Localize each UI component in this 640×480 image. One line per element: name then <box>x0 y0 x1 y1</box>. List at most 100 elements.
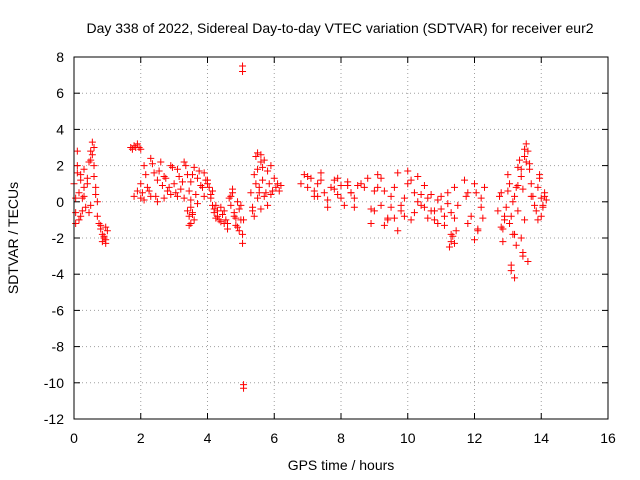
data-point <box>167 191 175 199</box>
data-point <box>188 210 196 218</box>
data-point <box>536 171 544 179</box>
data-point <box>377 201 385 209</box>
data-point <box>90 162 98 170</box>
data-point <box>185 187 193 195</box>
data-point <box>317 169 325 177</box>
data-point <box>437 192 445 200</box>
data-point <box>255 189 263 197</box>
data-point <box>193 174 201 182</box>
data-point <box>522 140 530 148</box>
data-point <box>444 189 452 197</box>
data-point <box>78 194 86 202</box>
data-point <box>204 176 211 184</box>
data-point <box>527 192 535 200</box>
data-point <box>257 158 265 166</box>
data-point <box>501 216 509 224</box>
data-point <box>210 205 218 213</box>
data-point <box>138 189 146 197</box>
y-tick-label: -8 <box>52 339 65 355</box>
data-point <box>133 140 141 148</box>
data-point <box>188 171 196 179</box>
data-point <box>88 138 96 146</box>
data-point <box>195 167 203 175</box>
data-point <box>78 207 86 215</box>
data-point <box>207 194 215 202</box>
plot-frame <box>73 56 609 420</box>
data-point <box>526 160 534 168</box>
data-point <box>153 176 161 184</box>
y-tick-label: -12 <box>44 411 64 427</box>
data-point <box>180 194 188 202</box>
data-point <box>460 176 468 184</box>
data-point <box>153 198 161 206</box>
data-point <box>516 156 524 164</box>
data-point <box>327 183 335 191</box>
data-point <box>474 227 482 235</box>
data-point <box>462 192 470 200</box>
data-point <box>467 212 475 220</box>
data-point <box>264 167 272 175</box>
data-point <box>87 156 95 164</box>
data-point <box>320 189 328 197</box>
data-point <box>504 187 512 195</box>
data-point <box>137 145 145 153</box>
grid <box>74 57 608 419</box>
data-point <box>506 220 514 228</box>
data-point <box>464 189 472 197</box>
data-point <box>83 180 91 188</box>
data-point <box>269 187 277 195</box>
data-point <box>521 145 529 153</box>
data-point <box>512 241 520 249</box>
data-point <box>214 212 222 220</box>
data-point <box>220 207 228 215</box>
data-point <box>537 212 545 220</box>
data-point <box>417 191 425 199</box>
data-point <box>367 205 375 213</box>
data-point <box>217 218 225 226</box>
data-point <box>130 192 138 200</box>
x-tick-label: 4 <box>204 430 212 446</box>
data-point <box>272 183 280 191</box>
data-point <box>370 187 378 195</box>
data-point <box>72 220 80 228</box>
data-point <box>430 216 438 224</box>
data-point <box>197 182 205 190</box>
data-point <box>98 230 106 238</box>
data-point <box>259 163 267 171</box>
data-point <box>227 192 235 200</box>
data-point <box>506 180 514 188</box>
data-point <box>177 185 185 193</box>
data-point <box>304 183 312 191</box>
data-point <box>200 192 208 200</box>
data-point <box>534 183 542 191</box>
data-point <box>160 172 168 180</box>
data-point <box>519 185 527 193</box>
data-point <box>135 144 143 151</box>
data-point <box>222 216 230 224</box>
data-point <box>434 196 442 204</box>
data-point <box>444 200 452 208</box>
data-point <box>247 189 255 197</box>
data-point <box>340 201 348 209</box>
data-point <box>239 67 247 75</box>
data-point <box>147 192 155 200</box>
data-point <box>344 182 352 190</box>
data-point <box>357 180 365 188</box>
data-point <box>532 207 540 215</box>
data-point <box>275 187 283 195</box>
data-point <box>270 174 278 182</box>
data-point <box>380 187 388 195</box>
data-point <box>75 216 83 224</box>
data-point <box>447 238 455 246</box>
data-point <box>511 230 519 238</box>
data-point <box>542 196 550 204</box>
data-point <box>259 176 267 184</box>
x-tick-label: 6 <box>270 430 278 446</box>
data-point <box>452 227 460 235</box>
data-point <box>85 158 93 166</box>
data-point <box>450 183 458 191</box>
x-tick-label: 16 <box>600 430 616 446</box>
data-point <box>103 227 111 235</box>
y-tick-label: -10 <box>44 375 64 391</box>
data-point <box>514 163 522 171</box>
